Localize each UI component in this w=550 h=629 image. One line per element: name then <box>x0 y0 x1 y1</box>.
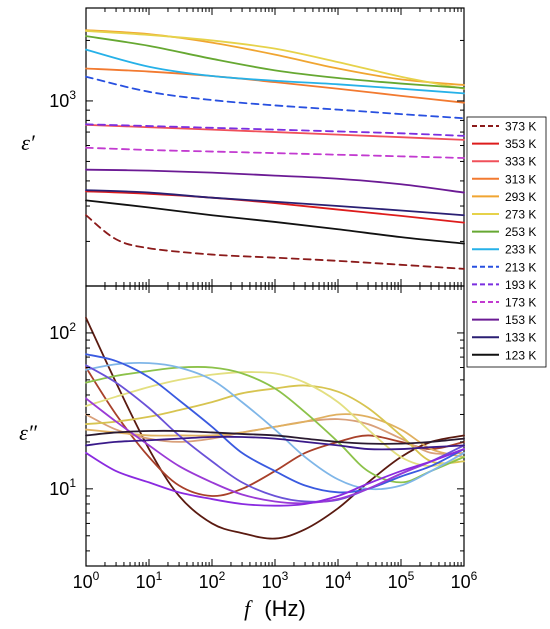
legend-label-253-k: 253 K <box>505 225 536 239</box>
x-tick-label: 102 <box>199 569 226 592</box>
bottom-y-ticks: 101 102 <box>49 285 464 552</box>
top-series-213-k <box>85 75 465 120</box>
top-series-group <box>85 29 465 270</box>
top-series-173-k <box>85 146 465 159</box>
x-tick-label: 103 <box>262 569 289 592</box>
bottom-series-group <box>85 316 465 540</box>
legend-label-273-k: 273 K <box>505 208 536 222</box>
x-tick-label: 101 <box>136 569 163 592</box>
top-plot-frame <box>85 7 465 287</box>
top-series-313-k <box>85 67 465 104</box>
legend: 373 K 353 K 333 K 313 K 293 K 273 K 253 K 233 K… <box>466 116 547 368</box>
bottom-series-153-k <box>85 448 465 507</box>
legend-label-133-k: 133 K <box>505 331 536 345</box>
legend-label-123-k: 123 K <box>505 348 536 362</box>
top-series-153-k <box>85 168 465 194</box>
x-axis-label: f (Hz) <box>244 596 306 621</box>
top-series-293-k <box>85 29 465 86</box>
bottom-panel: 101 102 100 101 102 103 104 105 106 ε″ f (Hz) <box>19 8 478 621</box>
legend-label-233-k: 233 K <box>505 243 536 257</box>
top-panel: 103 ε′ <box>21 7 465 287</box>
bottom-series-233-k <box>85 362 465 491</box>
legend-label-353-k: 353 K <box>505 137 536 151</box>
legend-label-373-k: 373 K <box>505 120 536 134</box>
bottom-y-axis-label: ε″ <box>19 420 38 445</box>
legend-label-293-k: 293 K <box>505 190 536 204</box>
top-series-373-k <box>85 214 465 270</box>
bottom-series-313-k <box>85 413 465 458</box>
x-tick-label: 105 <box>388 569 415 592</box>
bottom-series-273-k <box>85 371 465 467</box>
top-series-333-k <box>85 123 465 141</box>
legend-entries: 373 K 353 K 333 K 313 K 293 K 273 K 253 K 233 K… <box>472 120 536 362</box>
bottom-y-tick-label: 102 <box>49 320 76 343</box>
x-tick-label: 100 <box>73 569 100 592</box>
legend-box <box>466 116 547 368</box>
top-series-133-k <box>85 189 465 217</box>
x-tick-label: 106 <box>451 569 478 592</box>
x-axis-unit: (Hz) <box>264 596 306 621</box>
legend-label-213-k: 213 K <box>505 260 536 274</box>
x-axis-variable: f <box>244 596 253 621</box>
legend-label-193-k: 193 K <box>505 278 536 292</box>
legend-label-313-k: 313 K <box>505 172 536 186</box>
top-y-ticks: 103 <box>49 39 464 242</box>
legend-label-333-k: 333 K <box>505 155 536 169</box>
top-series-233-k <box>85 48 465 95</box>
top-y-tick-label: 103 <box>49 88 76 111</box>
bottom-series-133-k <box>85 435 465 451</box>
top-series-353-k <box>85 190 465 224</box>
legend-label-153-k: 153 K <box>505 313 536 327</box>
x-ticks: 100 101 102 103 104 105 106 <box>73 8 478 592</box>
top-series-253-k <box>85 35 465 89</box>
legend-label-173-k: 173 K <box>505 296 536 310</box>
bottom-series-123-k <box>85 429 465 445</box>
bottom-series-253-k <box>85 366 465 484</box>
top-y-axis-label: ε′ <box>21 130 36 155</box>
x-tick-label: 104 <box>325 569 352 592</box>
top-series-123-k <box>85 199 465 245</box>
bottom-series-173-k <box>85 397 465 505</box>
top-series-273-k <box>85 30 465 90</box>
bottom-series-213-k <box>85 353 465 494</box>
top-series-193-k <box>85 123 465 137</box>
bottom-y-tick-label: 101 <box>49 476 76 499</box>
bottom-series-293-k <box>85 384 465 465</box>
